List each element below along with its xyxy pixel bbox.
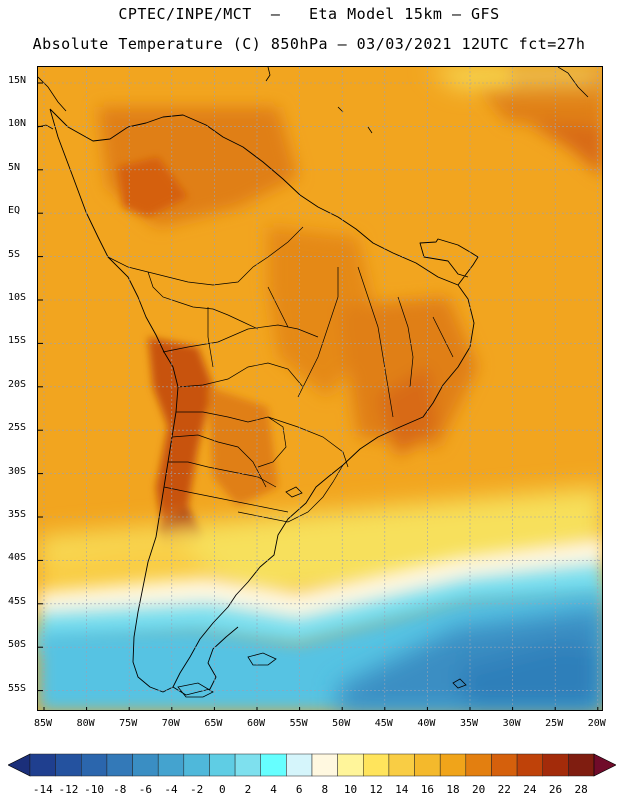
- lat-label: 15N: [8, 75, 27, 86]
- colorbar-swatch: [516, 753, 543, 777]
- colorbar-label: 8: [321, 783, 329, 796]
- lat-label: 5N: [8, 161, 21, 173]
- lon-label: 40W: [417, 718, 436, 729]
- temperature-map: [37, 66, 603, 711]
- colorbar-label: -10: [84, 783, 105, 796]
- temperature-field: [38, 67, 602, 710]
- graticule: [38, 67, 602, 710]
- colorbar-label: -14: [32, 783, 53, 796]
- lon-label: 35W: [459, 718, 479, 729]
- cold-blue-region: [338, 607, 602, 710]
- colorbar-label: 20: [472, 783, 486, 796]
- colorbar-swatch: [81, 753, 108, 777]
- lat-label: EQ: [8, 205, 21, 217]
- country-borders: [107, 226, 454, 523]
- lat-label: 20S: [8, 378, 27, 390]
- lat-label: 25S: [8, 422, 27, 434]
- colorbar-arrow-high: [593, 753, 616, 777]
- colorbar-label: 28: [574, 783, 588, 796]
- colorbar-swatch: [542, 753, 569, 777]
- colorbar-swatch: [286, 753, 313, 777]
- colorbar-swatch: [106, 753, 133, 777]
- lat-label: 40S: [8, 552, 27, 564]
- colorbar-swatch: [465, 753, 492, 777]
- central-america-outline: [38, 67, 589, 134]
- lat-label: 30S: [8, 465, 27, 477]
- colorbar-swatch: [29, 753, 56, 777]
- warm-anomaly-regions: [98, 67, 602, 457]
- colorbar-arrow-low: [8, 753, 31, 777]
- colorbar-label: 6: [295, 783, 303, 796]
- lon-label: 85W: [33, 718, 53, 729]
- lon-label: 20W: [587, 718, 606, 729]
- lon-label: 50W: [332, 718, 351, 729]
- lat-label: 10S: [8, 292, 27, 303]
- colorbar-swatch: [209, 753, 236, 777]
- colorbar-label: 12: [369, 783, 383, 796]
- colorbar-label: -6: [138, 783, 152, 796]
- lon-label: 70W: [161, 718, 180, 729]
- islands: [177, 486, 467, 698]
- lat-label: 5S: [8, 248, 21, 260]
- colorbar-swatch: [311, 753, 338, 777]
- colorbar-label: 24: [523, 783, 537, 796]
- colorbar-swatch: [491, 753, 518, 777]
- colorbar-label: 10: [343, 783, 358, 796]
- lon-label: 60W: [246, 718, 266, 729]
- lon-label: 30W: [502, 718, 521, 729]
- colorbar-label: 18: [446, 783, 460, 796]
- colorbar-swatch: [260, 753, 287, 777]
- colorbar-swatch: [132, 753, 159, 777]
- map-title: CPTEC/INPE/MCT – Eta Model 15km – GFS: [118, 5, 500, 23]
- lon-label: 65W: [204, 718, 223, 729]
- lon-label: 25W: [545, 718, 564, 729]
- colorbar-label: 22: [497, 783, 511, 796]
- lat-label: 45S: [8, 595, 27, 607]
- lat-label: 10N: [8, 118, 27, 130]
- colorbar-swatch: [388, 753, 415, 777]
- colorbar-label: -8: [113, 783, 127, 796]
- lat-label: 35S: [8, 509, 27, 520]
- colorbar-label: 14: [395, 783, 409, 796]
- colorbar-label: 0: [218, 783, 226, 796]
- colorbar-swatch: [183, 753, 210, 777]
- lon-label: 55W: [289, 718, 308, 729]
- hot-andes-band: [118, 157, 278, 567]
- lon-label: 45W: [374, 718, 393, 729]
- colorbar-swatch: [234, 753, 261, 777]
- colorbar-label: 26: [548, 783, 563, 796]
- lon-label: 80W: [76, 718, 95, 729]
- colorbar-swatch: [55, 753, 82, 777]
- map-subtitle: Absolute Temperature (C) 850hPa – 03/03/…: [32, 35, 586, 53]
- colorbar-swatch: [157, 753, 185, 777]
- south-america-coastline: [49, 108, 479, 696]
- lat-label: 55S: [8, 682, 27, 694]
- lat-label: 50S: [8, 639, 27, 651]
- colorbar-swatch: [363, 753, 390, 777]
- lat-label: 15S: [8, 335, 27, 347]
- lon-label: 75W: [119, 718, 138, 729]
- colorbar-label: 2: [244, 783, 252, 796]
- colorbar-label: 4: [270, 783, 277, 796]
- colorbar-swatch: [439, 753, 467, 777]
- temperature-colorbar: [8, 753, 616, 777]
- colorbar-swatch: [337, 753, 364, 777]
- colorbar-label: -4: [164, 783, 178, 796]
- colorbar-label: -12: [58, 783, 79, 796]
- colorbar-swatch: [568, 753, 595, 777]
- colorbar-label: 16: [420, 783, 434, 796]
- colorbar-label: -2: [190, 783, 204, 796]
- colorbar-swatch: [414, 753, 441, 777]
